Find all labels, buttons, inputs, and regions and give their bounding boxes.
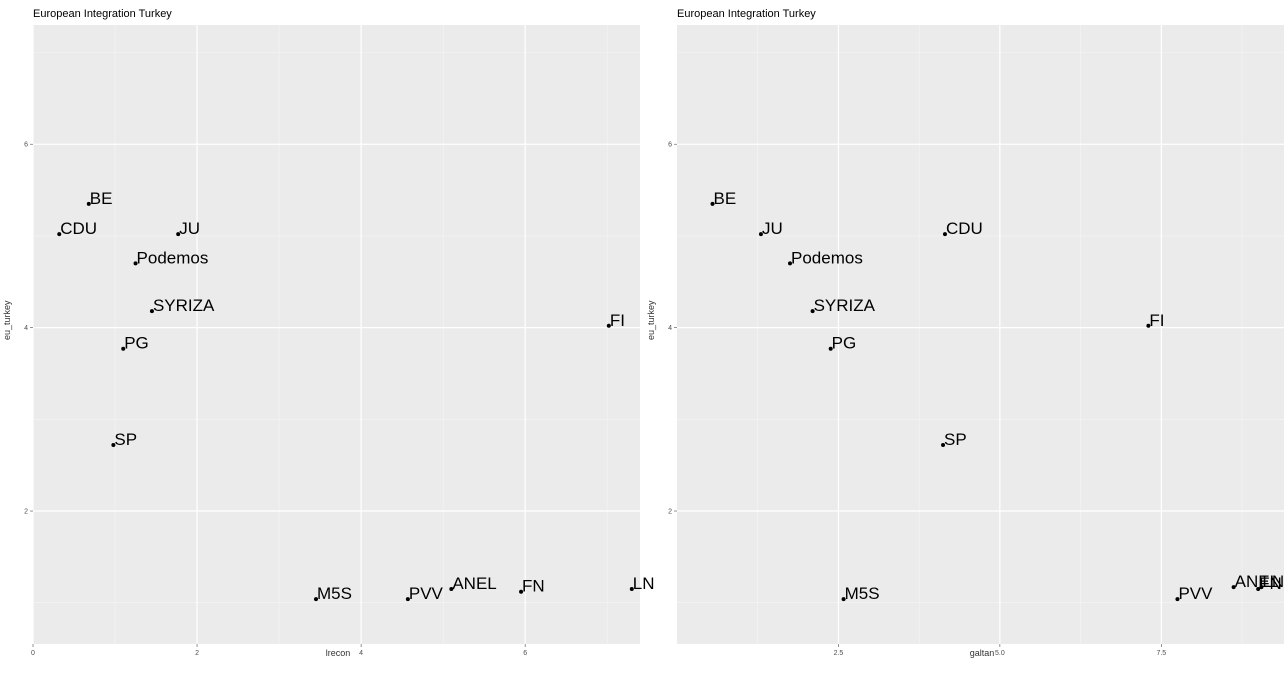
- point-label: SYRIZA: [153, 296, 215, 315]
- data-point: [1175, 597, 1180, 602]
- data-point: [133, 261, 138, 266]
- point-label: JU: [179, 219, 200, 238]
- point-label: FI: [610, 311, 625, 330]
- data-point: [942, 232, 947, 237]
- y-axis-title: eu_turkey: [646, 300, 656, 340]
- point-label: BE: [90, 189, 113, 208]
- x-axis-title: galtan: [969, 648, 995, 658]
- data-point: [313, 597, 318, 602]
- x-tick-label: 2: [195, 650, 199, 657]
- x-tick-label: 5.0: [995, 650, 1005, 657]
- point-label: PVV: [409, 584, 444, 603]
- chart-panel-left: European Integration Turkey 0 2 4 6 2 4 6 BE CDU…: [2, 8, 655, 658]
- x-tick-label: 4: [359, 650, 363, 657]
- point-label: CDU: [946, 219, 983, 238]
- data-point: [111, 443, 116, 448]
- data-point: [1256, 586, 1261, 591]
- data-point: [788, 261, 793, 266]
- data-point: [629, 586, 634, 591]
- point-label: FN: [1259, 574, 1282, 593]
- y-axis-title: eu_turkey: [2, 300, 12, 340]
- point-label: ANEL: [452, 574, 496, 593]
- x-tick-label: 7.5: [1156, 650, 1166, 657]
- data-point: [758, 232, 763, 237]
- point-label: PG: [124, 334, 149, 353]
- y-tick-label: 6: [668, 142, 672, 149]
- point-label: Podemos: [791, 248, 863, 267]
- data-point: [941, 443, 946, 448]
- y-tick-label: 4: [668, 325, 672, 332]
- y-tick-label: 2: [668, 509, 672, 516]
- x-tick-label: 2.5: [834, 650, 844, 657]
- data-point: [1231, 585, 1236, 590]
- y-tick-label: 4: [24, 325, 28, 332]
- x-tick-label: 0: [31, 650, 35, 657]
- data-point: [810, 309, 815, 314]
- y-tick-label: 6: [24, 142, 28, 149]
- plot-background: [677, 25, 1284, 644]
- point-label: M5S: [845, 584, 880, 603]
- data-point: [449, 586, 454, 591]
- data-point: [176, 232, 181, 237]
- data-point: [519, 589, 524, 594]
- point-label: PVV: [1178, 584, 1213, 603]
- chart-panel-right: European Integration Turkey 2.5 5.0 7.5 2 4 6…: [644, 0, 1288, 673]
- y-tick-label: 2: [24, 509, 28, 516]
- point-label: PG: [832, 334, 857, 353]
- data-point: [828, 346, 833, 351]
- data-point: [149, 309, 154, 314]
- data-point: [57, 232, 62, 237]
- chart-title: European Integration Turkey: [33, 8, 172, 20]
- data-point: [710, 201, 715, 206]
- point-label: LN: [1262, 572, 1284, 591]
- point-label: FI: [1149, 311, 1164, 330]
- point-label: Podemos: [137, 248, 209, 267]
- data-point: [86, 201, 91, 206]
- point-label: BE: [714, 189, 737, 208]
- data-point: [405, 597, 410, 602]
- point-label: ANEL: [1235, 572, 1279, 591]
- scatter-plot-galtan: 2.5 5.0 7.5 2 4 6 BE JU CDU Podemos SYRIZA PG FI SP M5…: [668, 25, 1284, 657]
- plot-background: [33, 25, 640, 644]
- data-point: [606, 323, 611, 328]
- point-label: FN: [522, 577, 545, 596]
- point-label: M5S: [317, 584, 352, 603]
- data-point: [121, 346, 126, 351]
- x-axis-title: lrecon: [325, 648, 351, 658]
- data-point: [1259, 585, 1264, 590]
- point-label: SYRIZA: [814, 296, 876, 315]
- point-label: SP: [944, 430, 967, 449]
- data-point: [841, 597, 846, 602]
- point-label: JU: [762, 219, 783, 238]
- point-label: CDU: [60, 219, 97, 238]
- x-tick-label: 6: [523, 650, 527, 657]
- point-label: SP: [114, 430, 137, 449]
- point-label: LN: [633, 574, 655, 593]
- data-point: [1146, 323, 1151, 328]
- chart-title: European Integration Turkey: [677, 8, 816, 20]
